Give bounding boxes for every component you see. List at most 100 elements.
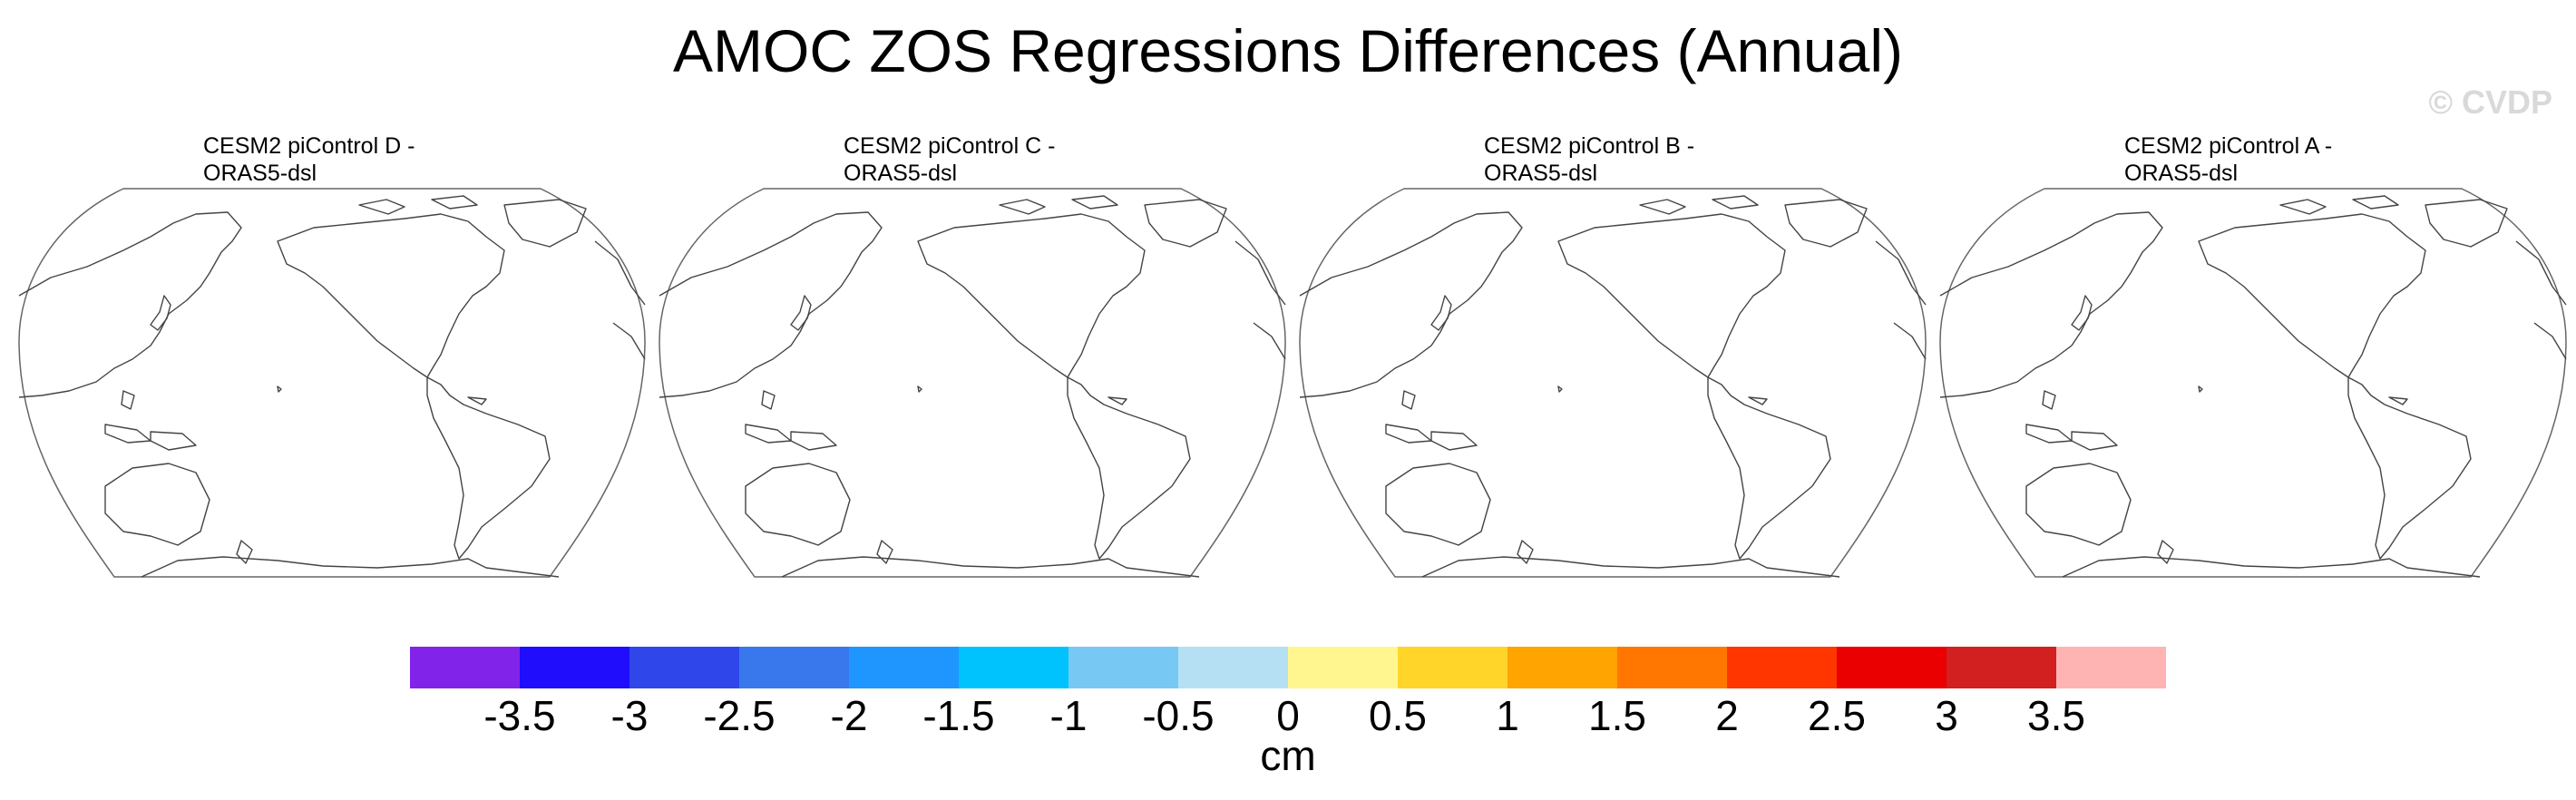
map-boundary	[1299, 188, 1927, 578]
colorbar-tick-label: -2	[830, 692, 868, 739]
colorbar-swatch	[739, 647, 849, 688]
coastline	[236, 540, 253, 564]
colorbar-tick-label: -1.5	[922, 692, 995, 739]
coastline	[745, 424, 792, 444]
coastline	[1385, 463, 1491, 546]
coastline	[876, 540, 893, 564]
coastline	[2533, 322, 2567, 360]
coastline	[141, 556, 560, 578]
coastline	[1748, 396, 1768, 405]
colorbar-swatch	[1617, 647, 1727, 688]
coastline	[277, 213, 505, 378]
coastline	[781, 556, 1200, 578]
panel-label-line2: ORAS5-dsl	[844, 161, 958, 186]
panel-label-b: CESM2 piControl B - ORAS5-dsl	[1484, 132, 1694, 187]
coastline	[426, 376, 551, 560]
coastline	[1401, 390, 1416, 410]
panel-label-line1: CESM2 piControl A -	[2124, 133, 2333, 159]
coastline	[761, 390, 776, 410]
coastline	[1430, 431, 1478, 451]
coastline	[1067, 376, 1191, 560]
coastline	[467, 396, 487, 405]
coastline	[2388, 396, 2408, 405]
map-panel-a: CESM2 piControl A - ORAS5-dsl	[1936, 132, 2571, 586]
colorbar-tick-label: -3.5	[483, 692, 556, 739]
world-map-b	[1299, 188, 1927, 578]
colorbar-tick-label: 3	[1935, 692, 1958, 739]
colorbar-swatch	[1508, 647, 1617, 688]
coastline	[917, 213, 1146, 378]
coastline	[2025, 463, 2132, 546]
colorbar-tick-label: 1.5	[1588, 692, 1646, 739]
coastline	[2071, 431, 2118, 451]
coastline	[1234, 240, 1286, 306]
map-panel-b: CESM2 piControl B - ORAS5-dsl	[1295, 132, 1930, 586]
coastline	[790, 295, 812, 331]
world-map-a	[1939, 188, 2567, 578]
coastline	[431, 195, 478, 210]
coastline	[612, 322, 646, 360]
coastline	[1071, 195, 1118, 210]
cvdp-watermark: © CVDP	[2428, 83, 2552, 121]
coastline	[659, 211, 883, 398]
panel-label-line1: CESM2 piControl C -	[844, 133, 1056, 159]
coastline	[1557, 385, 1563, 393]
coastline	[1385, 424, 1432, 444]
coastline	[2062, 556, 2481, 578]
coastline	[1107, 396, 1127, 405]
coastline	[1893, 322, 1927, 360]
coastline	[121, 390, 135, 410]
coastline	[2515, 240, 2567, 306]
colorbar-tick-label: 2	[1715, 692, 1739, 739]
coastline	[2425, 199, 2508, 248]
coastline	[18, 211, 242, 398]
coastline	[594, 240, 646, 306]
coastline	[503, 199, 587, 248]
coastline	[104, 424, 151, 444]
map-boundary	[659, 188, 1286, 578]
colorbar	[410, 647, 2166, 688]
coastline	[1707, 376, 1831, 560]
coastline	[150, 431, 197, 451]
coastline	[999, 199, 1046, 215]
colorbar-swatch	[1398, 647, 1508, 688]
colorbar-swatch	[629, 647, 739, 688]
colorbar-swatch	[849, 647, 959, 688]
coastline	[2157, 540, 2174, 564]
colorbar-ticks: -3.5 -3 -2.5 -2 -1.5 -1 -0.5 0 0.5 1 1.5 2 2.5 3 3.5	[410, 691, 2166, 746]
coastline	[1517, 540, 1534, 564]
coastline	[1253, 322, 1286, 360]
coastline	[1939, 211, 2163, 398]
coastline	[917, 385, 922, 393]
colorbar-swatch	[2056, 647, 2166, 688]
colorbar-tick-label: 3.5	[2027, 692, 2085, 739]
panel-label-line2: ORAS5-dsl	[1484, 161, 1598, 186]
colorbar-swatch	[959, 647, 1068, 688]
coastline	[790, 431, 837, 451]
coastline	[104, 463, 210, 546]
colorbar-tick-label: -0.5	[1142, 692, 1215, 739]
coastline	[2347, 376, 2472, 560]
colorbar-tick-label: 2.5	[1808, 692, 1866, 739]
colorbar-swatch	[1727, 647, 1837, 688]
panel-label-d: CESM2 piControl D - ORAS5-dsl	[203, 132, 415, 187]
colorbar-tick-label: 0.5	[1369, 692, 1427, 739]
coastline	[150, 295, 171, 331]
coastline	[1784, 199, 1868, 248]
panel-label-line1: CESM2 piControl D -	[203, 133, 415, 159]
map-panel-d: CESM2 piControl D - ORAS5-dsl	[15, 132, 649, 586]
colorbar-units: cm	[1260, 732, 1316, 779]
coastline	[1299, 211, 1523, 398]
map-boundary	[1939, 188, 2567, 578]
coastline	[2198, 213, 2426, 378]
coastline	[1639, 199, 1686, 215]
colorbar-tick-label: -1	[1049, 692, 1088, 739]
coastline	[277, 385, 282, 393]
colorbar-swatch	[1178, 647, 1288, 688]
coastline	[1144, 199, 1227, 248]
coastline	[1712, 195, 1759, 210]
coastline	[1421, 556, 1840, 578]
colorbar-swatch	[520, 647, 629, 688]
figure-title: AMOC ZOS Regressions Differences (Annual…	[673, 17, 1903, 84]
colorbar-tick-label: 1	[1496, 692, 1519, 739]
